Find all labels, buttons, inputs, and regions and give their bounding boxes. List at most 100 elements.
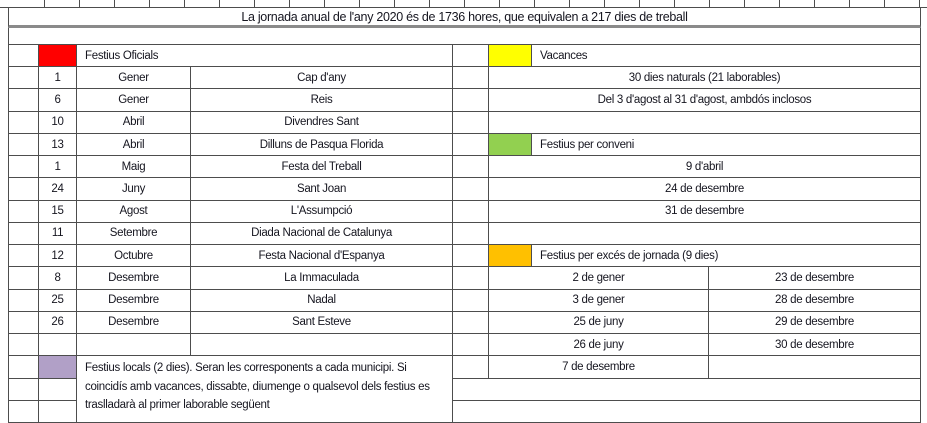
empty-cell [9, 111, 39, 134]
empty-cell [9, 67, 39, 90]
official-color-swatch [39, 45, 77, 68]
empty-cell [453, 267, 489, 290]
official-month-cell: Maig [77, 156, 191, 179]
official-month-cell: Desembre [77, 267, 191, 290]
official-name-cell: Dilluns de Pasqua Florida [191, 133, 453, 157]
official-day-cell: 11 [39, 222, 77, 246]
empty-cell [9, 45, 39, 68]
exces-date-cell: 7 de desembre [489, 356, 709, 379]
locals-note: Festius locals (2 dies). Seran les corre… [77, 356, 453, 423]
exces-date-cell: 28 de desembre [709, 289, 921, 312]
empty-cell [453, 378, 921, 401]
exces-date-cell: 26 de juny [489, 334, 709, 357]
empty-cell [489, 111, 921, 134]
official-name-cell: Reis [191, 89, 453, 112]
vacances-range-cell: Del 3 d'agost al 31 d'agost, ambdós incl… [489, 89, 921, 112]
vacances-section-label: Vacances [532, 45, 921, 68]
official-name-cell: Diada Nacional de Catalunya [191, 222, 453, 246]
official-month-cell: Desembre [77, 311, 191, 335]
empty-cell [9, 222, 39, 246]
locals-color-swatch [39, 356, 77, 379]
official-month-cell: Desembre [77, 289, 191, 312]
vacances-days-cell: 30 dies naturals (21 laborables) [489, 67, 921, 90]
official-day-cell: 6 [39, 89, 77, 112]
empty-cell [489, 222, 921, 246]
empty-cell [9, 356, 39, 379]
empty-cell [453, 156, 489, 179]
empty-cell [191, 334, 453, 357]
official-month-cell: Juny [77, 178, 191, 201]
empty-cell [453, 222, 489, 246]
official-name-cell: Cap d'any [191, 67, 453, 90]
official-day-cell: 26 [39, 311, 77, 335]
empty-cell [9, 133, 39, 157]
official-day-cell: 15 [39, 200, 77, 223]
empty-cell [453, 400, 921, 423]
empty-cell [9, 89, 39, 112]
official-month-cell: Abril [77, 111, 191, 134]
empty-cell [453, 133, 489, 157]
official-name-cell: La Immaculada [191, 267, 453, 290]
empty-cell [9, 156, 39, 179]
exces-date-cell: 3 de gener [489, 289, 709, 312]
official-name-cell: Sant Esteve [191, 311, 453, 335]
empty-spacer-row [8, 28, 921, 44]
official-month-cell: Abril [77, 133, 191, 157]
conveni-date-cell: 9 d'abril [489, 156, 921, 179]
exces-date-cell: 23 de desembre [709, 267, 921, 290]
empty-cell [39, 400, 77, 423]
calendar-grid: Festius Oficials 1 Gener Cap d'any 6 Gen… [8, 44, 921, 423]
exces-color-swatch [489, 245, 532, 268]
exces-section-label: Festius per excés de jornada (9 dies) [532, 245, 921, 268]
empty-cell [453, 200, 489, 223]
exces-date-cell [709, 356, 921, 379]
conveni-section-label: Festius per conveni [532, 133, 921, 157]
empty-cell [453, 289, 489, 312]
official-month-cell: Gener [77, 89, 191, 112]
official-day-cell: 8 [39, 267, 77, 290]
empty-cell [453, 45, 489, 68]
empty-cell [9, 334, 39, 357]
empty-cell [77, 334, 191, 357]
empty-cell [453, 245, 489, 268]
official-month-cell: Octubre [77, 245, 191, 268]
exces-date-cell: 29 de desembre [709, 311, 921, 335]
official-day-cell: 10 [39, 111, 77, 134]
empty-cell [453, 111, 489, 134]
official-section-label: Festius Oficials [77, 45, 453, 68]
empty-cell [9, 267, 39, 290]
page-title: La jornada anual de l'any 2020 és de 173… [8, 8, 921, 28]
empty-cell [39, 334, 77, 357]
empty-cell [9, 178, 39, 201]
official-day-cell: 1 [39, 67, 77, 90]
empty-cell [453, 311, 489, 335]
official-name-cell: Nadal [191, 289, 453, 312]
empty-cell [453, 67, 489, 90]
official-name-cell: L'Assumpció [191, 200, 453, 223]
official-day-cell: 12 [39, 245, 77, 268]
conveni-color-swatch [489, 133, 532, 157]
official-day-cell: 25 [39, 289, 77, 312]
empty-cell [453, 334, 489, 357]
exces-date-cell: 2 de gener [489, 267, 709, 290]
empty-cell [9, 311, 39, 335]
official-name-cell: Festa Nacional d'Espanya [191, 245, 453, 268]
conveni-date-cell: 24 de desembre [489, 178, 921, 201]
conveni-date-cell: 31 de desembre [489, 200, 921, 223]
official-day-cell: 24 [39, 178, 77, 201]
official-day-cell: 13 [39, 133, 77, 157]
official-day-cell: 1 [39, 156, 77, 179]
vacances-color-swatch [489, 45, 532, 68]
empty-cell [9, 200, 39, 223]
official-name-cell: Divendres Sant [191, 111, 453, 134]
cropped-grid-row [0, 0, 927, 8]
official-month-cell: Setembre [77, 222, 191, 246]
empty-cell [9, 245, 39, 268]
empty-cell [39, 378, 77, 401]
empty-cell [453, 178, 489, 201]
exces-date-cell: 25 de juny [489, 311, 709, 335]
empty-cell [453, 356, 489, 379]
official-name-cell: Sant Joan [191, 178, 453, 201]
official-month-cell: Gener [77, 67, 191, 90]
